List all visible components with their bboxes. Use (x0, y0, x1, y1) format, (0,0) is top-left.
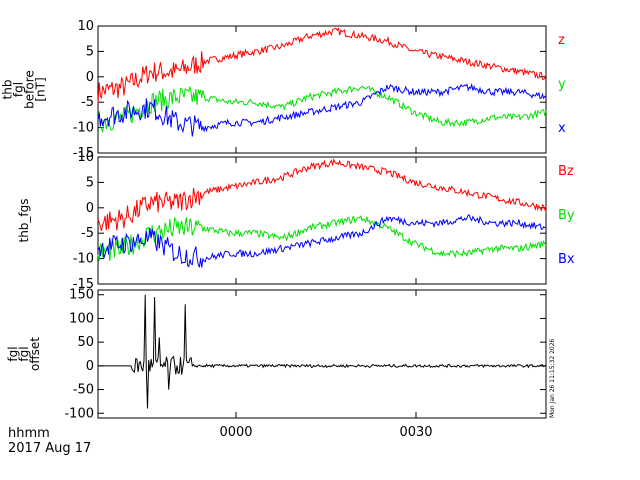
y-axis-label: thb_fgs (17, 198, 31, 242)
series-line-x (97, 82, 547, 137)
x-tick-label: 0000 (219, 425, 252, 440)
y-tick-label: -15 (73, 146, 94, 161)
y-axis-label: fgl (17, 346, 31, 361)
y-axis-label: thb (1, 80, 15, 100)
y-tick-label: -15 (73, 277, 94, 292)
series-line-By (97, 215, 547, 262)
y-tick-label: -100 (64, 406, 94, 421)
date-label: 2017 Aug 17 (8, 441, 91, 456)
legend-entry-Bx: Bx (558, 252, 575, 267)
y-tick-label: -5 (81, 95, 94, 110)
series-line-z (97, 27, 547, 104)
series-line-Bx (97, 214, 547, 268)
series-line-y (97, 85, 547, 133)
y-tick-label: 5 (86, 175, 94, 190)
y-tick-label: 150 (69, 288, 94, 303)
y-tick-label: -10 (73, 121, 94, 136)
y-axis-label: before (23, 70, 37, 109)
legend-entry-x: x (558, 121, 566, 136)
y-axis-label: offset (28, 337, 42, 371)
y-tick-label: 0 (86, 359, 94, 374)
y-axis-label: fgl (6, 346, 20, 361)
y-tick-label: -10 (73, 252, 94, 267)
y-tick-label: 0 (86, 201, 94, 216)
x-tick-label: 0030 (399, 425, 432, 440)
legend-entry-z: z (558, 33, 565, 48)
panel-frame (97, 156, 547, 285)
legend-entry-By: By (558, 208, 575, 223)
y-tick-label: 100 (69, 311, 94, 326)
series-line-Bz (97, 157, 547, 231)
y-tick-label: 50 (77, 335, 94, 350)
timestamp-stamp: Mon Jan 26 11:15:32 2026 (549, 338, 556, 418)
y-axis-label: [nT] (34, 77, 48, 101)
y-tick-label: 5 (86, 44, 94, 59)
legend-entry-Bz: Bz (558, 164, 574, 179)
y-tick-label: 10 (77, 150, 94, 165)
series-line-offset (98, 294, 547, 409)
y-axis-label: fgl (12, 82, 26, 97)
y-tick-label: -50 (73, 383, 94, 398)
y-tick-label: 10 (77, 19, 94, 34)
panel-frame (97, 289, 547, 419)
panel-fgs: 10 5 0 -5 -10 -15 thb_fgs Bz By Bx (17, 150, 575, 292)
y-tick-label: -5 (81, 226, 94, 241)
time-axis-label: hhmm (8, 426, 50, 441)
legend-entry-y: y (558, 77, 566, 92)
y-tick-label: 0 (86, 70, 94, 85)
panel-frame (97, 25, 547, 154)
